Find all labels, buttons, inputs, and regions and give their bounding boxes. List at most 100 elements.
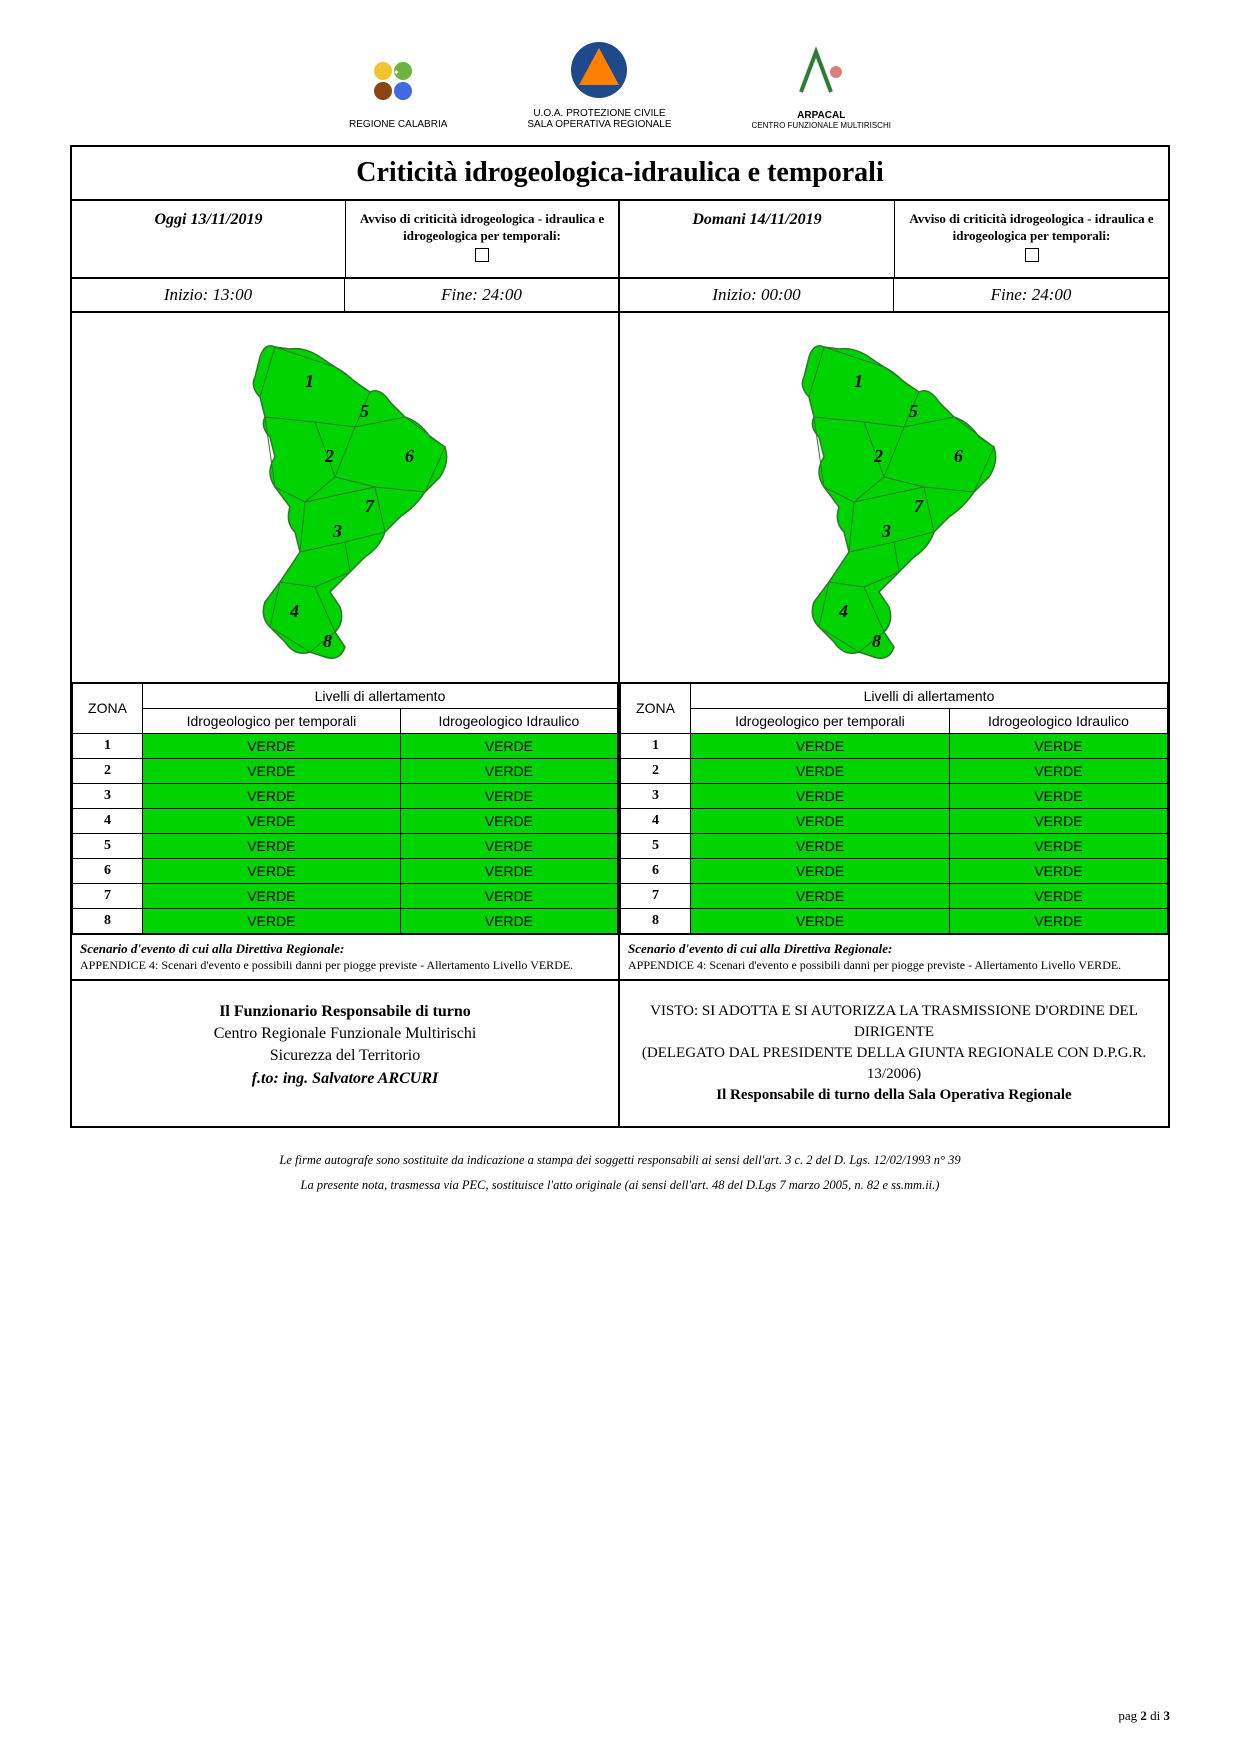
signature-row: Il Funzionario Responsabile di turno Cen… xyxy=(72,979,1168,1126)
table-row: 4VERDEVERDE xyxy=(73,808,618,833)
main-title: Criticità idrogeologica-idraulica e temp… xyxy=(72,147,1168,201)
table-row: 7VERDEVERDE xyxy=(73,883,618,908)
tomorrow-avviso: Avviso di criticità idrogeologica - idra… xyxy=(894,201,1168,277)
tables-section: ZONA Livelli di allertamento Idrogeologi… xyxy=(72,683,1168,979)
level-cell: VERDE xyxy=(400,908,617,933)
table-row: 6VERDEVERDE xyxy=(73,858,618,883)
level-cell: VERDE xyxy=(949,883,1167,908)
zone-cell: 7 xyxy=(621,883,691,908)
zone-cell: 6 xyxy=(621,858,691,883)
level-cell: VERDE xyxy=(143,833,401,858)
logo-regione: ✦ REGIONE CALABRIA xyxy=(349,51,447,130)
level-cell: VERDE xyxy=(400,833,617,858)
tomorrow-map: 15267348 xyxy=(620,313,1168,683)
today-inizio: Inizio: 13:00 xyxy=(72,279,345,311)
th-col2: Idrogeologico Idraulico xyxy=(949,708,1167,733)
svg-text:6: 6 xyxy=(954,446,963,466)
level-cell: VERDE xyxy=(400,883,617,908)
tomorrow-date: Domani 14/11/2019 xyxy=(620,201,894,277)
tomorrow-tbody: 1VERDEVERDE2VERDEVERDE3VERDEVERDE4VERDEV… xyxy=(621,733,1168,933)
svg-text:3: 3 xyxy=(881,521,891,541)
table-row: 5VERDEVERDE xyxy=(73,833,618,858)
page-number: pag 2 di 3 xyxy=(1118,1708,1170,1724)
table-row: 2VERDEVERDE xyxy=(73,758,618,783)
level-cell: VERDE xyxy=(143,808,401,833)
logo-protezione: U.O.A. PROTEZIONE CIVILE SALA OPERATIVA … xyxy=(527,40,671,130)
sig-right: VISTO: SI ADOTTA E SI AUTORIZZA LA TRASM… xyxy=(620,981,1168,1126)
svg-text:2: 2 xyxy=(324,446,334,466)
table-row: 8VERDEVERDE xyxy=(73,908,618,933)
today-tbody: 1VERDEVERDE2VERDEVERDE3VERDEVERDE4VERDEV… xyxy=(73,733,618,933)
level-cell: VERDE xyxy=(691,833,950,858)
zone-cell: 2 xyxy=(73,758,143,783)
zone-cell: 1 xyxy=(73,733,143,758)
tomorrow-fine: Fine: 24:00 xyxy=(894,279,1168,311)
zone-cell: 5 xyxy=(621,833,691,858)
level-cell: VERDE xyxy=(949,833,1167,858)
table-row: 1VERDEVERDE xyxy=(621,733,1168,758)
sig-left-l1: Il Funzionario Responsabile di turno xyxy=(87,1001,603,1023)
tomorrow-scenario: Scenario d'evento di cui alla Direttiva … xyxy=(620,934,1168,979)
footnote-1: Le firme autografe sono sostituite da in… xyxy=(70,1148,1170,1173)
svg-text:4: 4 xyxy=(838,601,848,621)
level-cell: VERDE xyxy=(400,733,617,758)
table-row: 1VERDEVERDE xyxy=(73,733,618,758)
zone-cell: 3 xyxy=(73,783,143,808)
footnote-2: La presente nota, trasmessa via PEC, sos… xyxy=(70,1173,1170,1198)
level-cell: VERDE xyxy=(691,783,950,808)
zone-cell: 2 xyxy=(621,758,691,783)
today-avviso: Avviso di criticità idrogeologica - idra… xyxy=(345,201,618,277)
main-panel: Criticità idrogeologica-idraulica e temp… xyxy=(70,145,1170,1128)
sig-right-l1: VISTO: SI ADOTTA E SI AUTORIZZA LA TRASM… xyxy=(635,1001,1153,1043)
zone-cell: 4 xyxy=(73,808,143,833)
scenario-title: Scenario d'evento di cui alla Direttiva … xyxy=(80,941,344,956)
level-cell: VERDE xyxy=(691,808,950,833)
level-cell: VERDE xyxy=(949,808,1167,833)
table-row: 8VERDEVERDE xyxy=(621,908,1168,933)
today-checkbox xyxy=(475,248,489,262)
header-logos: ✦ REGIONE CALABRIA U.O.A. PROTEZIONE CIV… xyxy=(70,40,1170,130)
table-row: 7VERDEVERDE xyxy=(621,883,1168,908)
table-row: 2VERDEVERDE xyxy=(621,758,1168,783)
level-cell: VERDE xyxy=(400,808,617,833)
date-section: Oggi 13/11/2019 Avviso di criticità idro… xyxy=(72,201,1168,683)
logo-arpacal: ARPACAL CENTRO FUNZIONALE MULTIRISCHI xyxy=(752,42,891,130)
today-map: 15267348 xyxy=(72,313,618,683)
zone-cell: 1 xyxy=(621,733,691,758)
th-zona: ZONA xyxy=(621,683,691,733)
level-cell: VERDE xyxy=(143,858,401,883)
svg-text:7: 7 xyxy=(914,496,924,516)
th-col1: Idrogeologico per temporali xyxy=(691,708,950,733)
svg-text:8: 8 xyxy=(872,631,881,651)
today-scenario: Scenario d'evento di cui alla Direttiva … xyxy=(72,934,618,979)
svg-text:8: 8 xyxy=(323,631,332,651)
svg-text:6: 6 xyxy=(405,446,414,466)
svg-text:1: 1 xyxy=(305,371,314,391)
footnotes: Le firme autografe sono sostituite da in… xyxy=(70,1148,1170,1198)
svg-text:✦: ✦ xyxy=(393,68,400,77)
level-cell: VERDE xyxy=(143,883,401,908)
level-cell: VERDE xyxy=(691,858,950,883)
zone-cell: 7 xyxy=(73,883,143,908)
svg-text:7: 7 xyxy=(365,496,375,516)
level-cell: VERDE xyxy=(949,758,1167,783)
tomorrow-alert-table: ZONA Livelli di allertamento Idrogeologi… xyxy=(620,683,1168,934)
level-cell: VERDE xyxy=(691,883,950,908)
level-cell: VERDE xyxy=(400,783,617,808)
sig-right-l2: (DELEGATO DAL PRESIDENTE DELLA GIUNTA RE… xyxy=(635,1043,1153,1085)
level-cell: VERDE xyxy=(949,908,1167,933)
level-cell: VERDE xyxy=(691,758,950,783)
svg-text:1: 1 xyxy=(854,371,863,391)
svg-text:3: 3 xyxy=(332,521,342,541)
tomorrow-checkbox xyxy=(1025,248,1039,262)
tomorrow-avviso-text: Avviso di criticità idrogeologica - idra… xyxy=(909,211,1153,243)
level-cell: VERDE xyxy=(143,908,401,933)
table-row: 4VERDEVERDE xyxy=(621,808,1168,833)
today-date: Oggi 13/11/2019 xyxy=(72,201,345,277)
table-row: 5VERDEVERDE xyxy=(621,833,1168,858)
today-alert-table: ZONA Livelli di allertamento Idrogeologi… xyxy=(72,683,618,934)
tomorrow-inizio: Inizio: 00:00 xyxy=(620,279,894,311)
level-cell: VERDE xyxy=(143,758,401,783)
zone-cell: 4 xyxy=(621,808,691,833)
th-zona: ZONA xyxy=(73,683,143,733)
